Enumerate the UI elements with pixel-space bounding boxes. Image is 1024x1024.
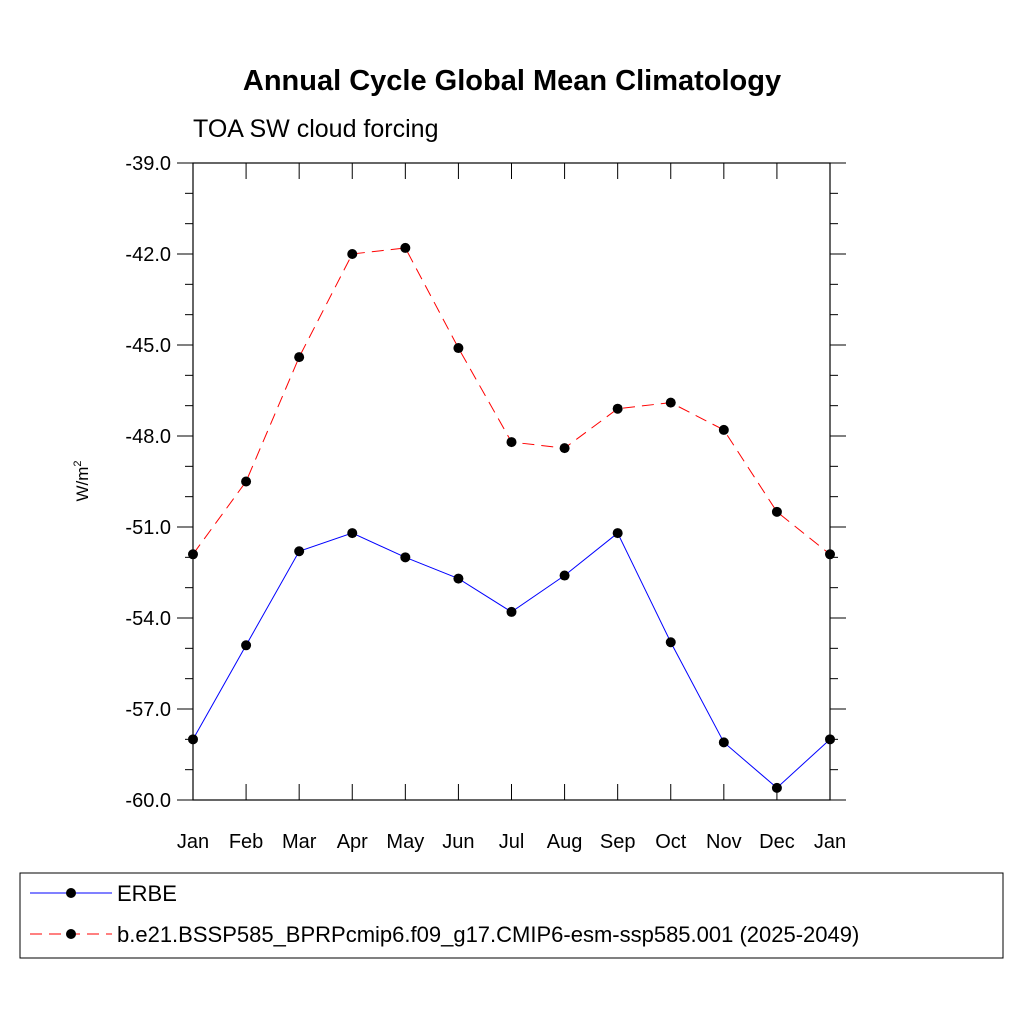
data-point-series-0 — [559, 570, 570, 581]
y-axis-label-unit: W/m — [73, 467, 92, 502]
x-tick-label: Sep — [600, 831, 636, 853]
y-tick-label: -51.0 — [125, 517, 171, 539]
legend-label-1: b.e21.BSSP585_BPRPcmip6.f09_g17.CMIP6-es… — [117, 922, 859, 947]
x-tick-label: Oct — [655, 831, 687, 853]
data-point-series-1 — [506, 437, 517, 448]
x-tick-label: Mar — [282, 831, 317, 853]
data-point-series-0 — [347, 528, 358, 539]
data-point-series-1 — [347, 249, 358, 259]
data-point-series-0 — [612, 528, 623, 539]
data-point-series-0 — [825, 734, 835, 745]
data-point-series-1 — [400, 242, 411, 253]
data-point-series-0 — [400, 552, 411, 563]
data-point-series-0 — [188, 734, 198, 745]
data-point-series-1 — [612, 403, 623, 414]
x-tick-label: Jul — [499, 831, 525, 853]
y-tick-label: -45.0 — [125, 335, 171, 357]
y-tick-label: -54.0 — [125, 608, 171, 630]
x-tick-label: Apr — [337, 831, 368, 853]
y-axis-label: W/m2 — [72, 460, 92, 501]
axis-ticks — [177, 162, 846, 801]
data-point-series-1 — [825, 549, 835, 560]
data-point-series-1 — [294, 352, 305, 363]
y-tick-labels: -60.0 -57.0 -54.0 -51.0 -48.0 -45.0 -42.0 -39.0 — [125, 153, 171, 812]
legend-box — [19, 872, 1004, 959]
series-line-0 — [192, 532, 831, 789]
x-tick-label: May — [386, 831, 424, 853]
data-point-series-1 — [453, 343, 464, 354]
chart-subtitle: TOA SW cloud forcing — [193, 115, 438, 143]
y-tick-label: -60.0 — [125, 790, 171, 812]
legend-label-0: ERBE — [117, 881, 177, 906]
x-tick-label: Jun — [442, 831, 474, 853]
data-point-series-1 — [665, 397, 676, 408]
y-axis-label-exponent: 2 — [72, 460, 84, 466]
x-tick-label: Dec — [759, 831, 795, 853]
y-tick-label: -57.0 — [125, 699, 171, 721]
data-point-series-0 — [241, 640, 252, 651]
data-point-series-0 — [665, 637, 676, 648]
series-layer — [188, 242, 835, 793]
series-line-1 — [192, 247, 831, 555]
legend: ERBE b.e21.BSSP585_BPRPcmip6.f09_g17.CMIP… — [19, 872, 1004, 959]
legend-marker-0 — [66, 888, 76, 898]
x-tick-label: Jan — [814, 831, 846, 853]
y-tick-label: -39.0 — [125, 153, 171, 175]
x-tick-label: Aug — [547, 831, 583, 853]
legend-marker-1 — [66, 929, 76, 939]
data-point-series-0 — [294, 546, 305, 557]
data-point-series-0 — [718, 737, 729, 748]
data-point-series-1 — [718, 424, 729, 435]
y-tick-label: -42.0 — [125, 244, 171, 266]
data-point-series-0 — [506, 606, 517, 617]
y-tick-label: -48.0 — [125, 426, 171, 448]
data-point-series-1 — [241, 476, 252, 487]
data-point-series-1 — [559, 443, 570, 454]
x-tick-label: Feb — [229, 831, 263, 853]
data-point-series-0 — [771, 782, 782, 793]
x-tick-labels: Jan Feb Mar Apr May Jun Jul Aug Sep Oct Nov Dec Jan — [177, 831, 846, 853]
data-point-series-1 — [188, 549, 198, 560]
x-tick-label: Jan — [177, 831, 209, 853]
data-point-series-0 — [453, 573, 464, 584]
x-tick-label: Nov — [706, 831, 742, 853]
plot-frame — [192, 162, 831, 801]
legend-items: ERBE b.e21.BSSP585_BPRPcmip6.f09_g17.CMIP… — [30, 881, 859, 947]
data-point-series-1 — [771, 506, 782, 517]
chart-title: Annual Cycle Global Mean Climatology — [243, 65, 781, 97]
